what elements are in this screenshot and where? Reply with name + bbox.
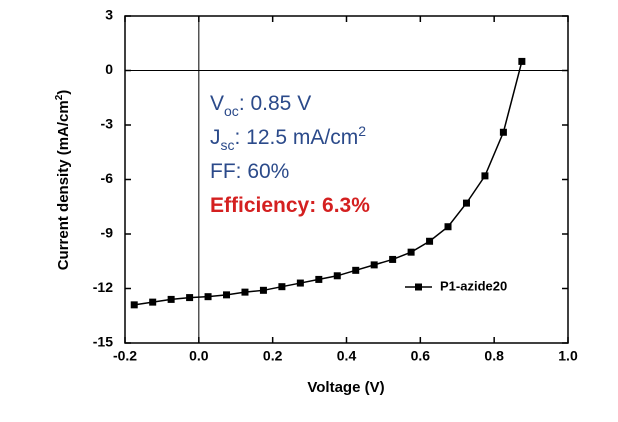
y-axis-title-sup: 2 — [54, 94, 65, 100]
y-tick-label: -9 — [101, 225, 114, 241]
annotation-part: J — [210, 126, 221, 149]
y-tick-label: -6 — [101, 170, 114, 186]
marker — [407, 248, 415, 256]
annotation-part: sc — [221, 137, 235, 153]
y-tick-label: -12 — [93, 279, 113, 295]
legend-marker — [415, 283, 422, 291]
annotation-part: V — [210, 92, 224, 115]
annotation: Jsc: 12.5 mA/cm2 — [210, 123, 366, 153]
x-tick-label: 0.6 — [411, 348, 431, 364]
legend-label: P1-azide20 — [440, 278, 507, 293]
x-tick-label: 0.4 — [337, 348, 357, 364]
annotation-part: : 0.85 V — [239, 92, 311, 115]
marker — [223, 291, 231, 299]
y-axis-title-part: ) — [55, 90, 72, 95]
marker — [370, 261, 378, 269]
y-tick-label: 3 — [105, 7, 113, 23]
marker — [333, 272, 341, 280]
annotation-part: : 12.5 mA/cm — [235, 126, 359, 149]
marker — [149, 298, 157, 306]
marker — [296, 279, 304, 287]
x-axis-title: Voltage (V) — [307, 379, 384, 396]
x-tick-label: 0.2 — [263, 348, 283, 364]
marker — [444, 223, 452, 231]
marker — [278, 283, 286, 291]
annotation: Voc: 0.85 V — [210, 92, 311, 119]
y-axis-title-part: Current density (mA/cm — [55, 100, 72, 270]
marker — [481, 172, 489, 180]
x-tick-label: 1.0 — [558, 348, 578, 364]
marker — [426, 237, 434, 245]
annotation-part: FF: 60% — [210, 160, 289, 183]
annotation: FF: 60% — [210, 160, 289, 183]
annotation-part: 2 — [358, 123, 366, 139]
y-tick-label: -3 — [101, 116, 114, 132]
marker — [259, 286, 267, 294]
marker — [462, 199, 470, 207]
plot-frame — [124, 15, 569, 344]
marker — [130, 301, 138, 309]
marker — [499, 128, 507, 136]
x-tick-label: -0.2 — [113, 348, 137, 364]
marker — [204, 293, 212, 301]
y-tick-label: -15 — [93, 334, 113, 350]
marker — [241, 288, 249, 296]
x-tick-label: 0.8 — [484, 348, 504, 364]
annotation: Efficiency: 6.3% — [210, 194, 370, 217]
marker — [389, 255, 397, 263]
marker — [315, 275, 323, 283]
marker — [186, 294, 194, 302]
annotation-part: Efficiency: 6.3% — [210, 194, 370, 217]
annotation-part: oc — [224, 103, 239, 119]
marker — [352, 266, 360, 274]
marker — [167, 295, 175, 303]
y-tick-label: 0 — [105, 61, 113, 77]
y-axis-title: Current density (mA/cm2) — [54, 90, 72, 271]
x-tick-label: 0.0 — [189, 348, 209, 364]
marker — [518, 57, 526, 65]
series-line — [134, 61, 523, 306]
